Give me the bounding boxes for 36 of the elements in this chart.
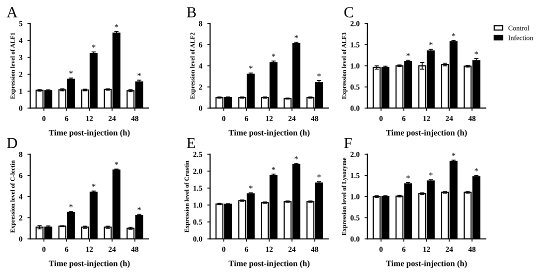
data-label: * <box>114 24 118 28</box>
data-label: * <box>317 174 321 178</box>
data-label: * <box>69 204 73 208</box>
x-axis-title: Time post-injection (h) <box>386 260 467 268</box>
chart-title: C <box>344 7 354 18</box>
chart-title: B <box>186 7 196 18</box>
data-label: * <box>138 72 141 76</box>
data-label: * <box>249 186 252 189</box>
data-label: * <box>69 70 73 74</box>
data-label: * <box>452 152 456 156</box>
data-label: * <box>474 168 478 172</box>
data-label: * <box>294 35 298 38</box>
data-label: * <box>294 156 298 160</box>
data-label: * <box>452 33 456 36</box>
chart-title: F <box>344 138 352 148</box>
data-label: * <box>317 73 321 76</box>
x-axis-title: Time post-injection (h) <box>386 130 467 138</box>
chart-title: D <box>7 138 18 148</box>
x-axis-title: Time post-injection (h) <box>228 130 310 138</box>
data-label: * <box>249 66 252 69</box>
chart-title: E <box>186 138 196 148</box>
data-label: * <box>114 162 118 165</box>
x-axis-title: Time post-injection (h) <box>48 260 130 268</box>
data-label: * <box>272 166 276 170</box>
data-label: * <box>429 172 433 176</box>
x-axis-title: Time post-injection (h) <box>48 130 130 138</box>
data-label: * <box>138 207 141 210</box>
x-axis-title: Time post-injection (h) <box>228 260 310 268</box>
data-label: * <box>92 44 96 48</box>
data-label: * <box>474 51 478 54</box>
data-label: * <box>406 175 410 178</box>
chart-title: A <box>6 7 18 18</box>
data-label: * <box>272 54 276 57</box>
data-label: * <box>92 184 96 187</box>
data-label: * <box>429 42 433 46</box>
data-label: * <box>406 53 410 56</box>
